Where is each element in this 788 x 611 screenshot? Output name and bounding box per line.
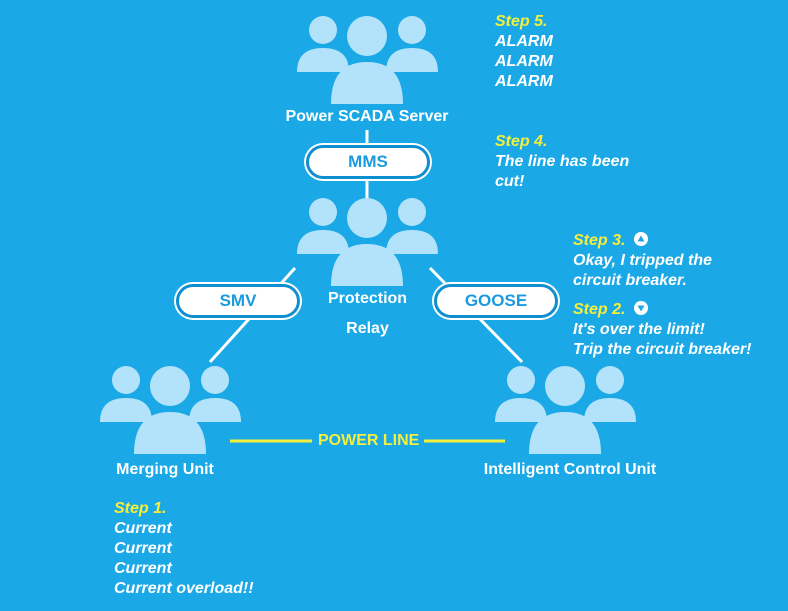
step3-note: Step 3. Okay, I tripped the circuit brea… bbox=[573, 231, 712, 291]
step5-line: ALARM bbox=[495, 53, 553, 70]
step1-line: Current bbox=[114, 560, 172, 577]
step2-note: Step 2. It's over the limit! Trip the ci… bbox=[573, 300, 751, 360]
step1-line: Current overload!! bbox=[114, 580, 254, 597]
step2-line: It's over the limit! bbox=[573, 321, 705, 338]
goose-pill: GOOSE bbox=[434, 284, 558, 318]
relay-label-line2: Relay bbox=[346, 320, 389, 337]
step3-line: Okay, I tripped the bbox=[573, 252, 712, 269]
relay-label-line1: Protection bbox=[327, 290, 408, 307]
step2-title: Step 2. bbox=[573, 301, 626, 318]
step5-line: ALARM bbox=[495, 33, 553, 50]
step1-line: Current bbox=[114, 520, 172, 537]
scada-label: Power SCADA Server bbox=[285, 108, 449, 125]
step4-line: The line has been bbox=[495, 153, 630, 170]
step5-line: ALARM bbox=[495, 73, 553, 90]
step4-note: Step 4. The line has been cut! bbox=[495, 132, 629, 192]
step4-line: cut! bbox=[495, 173, 525, 190]
step1-line: Current bbox=[114, 540, 172, 557]
step4-title: Step 4. bbox=[495, 133, 548, 150]
people-group-icon bbox=[495, 366, 636, 454]
people-group-icon bbox=[297, 16, 438, 104]
step5-note: Step 5. ALARM ALARM ALARM bbox=[495, 12, 553, 92]
power-line-label: POWER LINE bbox=[318, 432, 420, 449]
step3-line: circuit breaker. bbox=[573, 272, 687, 289]
step1-title: Step 1. bbox=[114, 500, 167, 517]
smv-pill: SMV bbox=[176, 284, 300, 318]
step1-note: Step 1. Current Current Current Current … bbox=[114, 499, 254, 599]
people-group-icon bbox=[297, 198, 438, 286]
step2-line: Trip the circuit breaker! bbox=[573, 341, 752, 358]
icu-label: Intelligent Control Unit bbox=[483, 461, 657, 478]
step5-title: Step 5. bbox=[495, 13, 548, 30]
merging-unit-label: Merging Unit bbox=[116, 461, 214, 478]
mms-pill: MMS bbox=[306, 145, 430, 179]
people-group-icon bbox=[100, 366, 241, 454]
step3-title: Step 3. bbox=[573, 232, 626, 249]
triangle-down-icon bbox=[633, 301, 648, 315]
triangle-up-icon bbox=[633, 232, 648, 246]
